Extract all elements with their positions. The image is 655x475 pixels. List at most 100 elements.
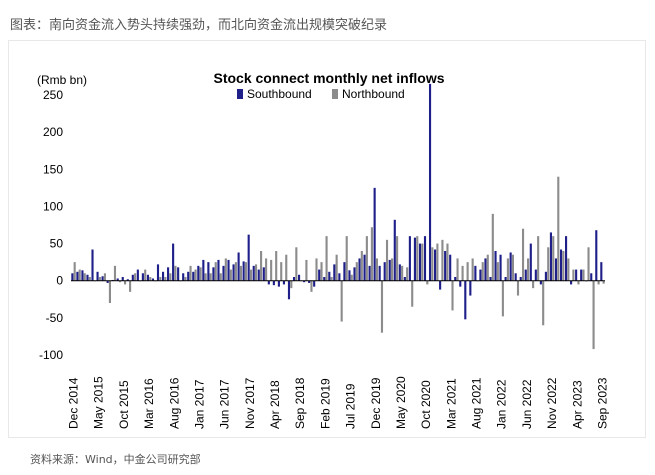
bar-southbound — [484, 258, 487, 281]
bar-northbound — [567, 258, 570, 281]
bar-southbound — [600, 262, 603, 281]
bar-southbound — [393, 219, 396, 281]
bar-southbound — [76, 271, 79, 281]
bar-northbound — [83, 273, 86, 281]
bar-northbound — [511, 254, 515, 281]
bar-southbound — [494, 251, 497, 281]
bar-northbound — [527, 258, 530, 281]
bar-southbound — [167, 267, 170, 281]
x-tick-label: Mar 2021 — [444, 378, 458, 429]
figure-caption: 图表：南向资金流入势头持续强劲，而北向资金流出规模突破纪录 — [10, 18, 388, 33]
bar-southbound — [575, 269, 578, 281]
bar-southbound — [232, 264, 235, 281]
x-tick-label: Mar 2016 — [142, 378, 156, 429]
bar-southbound — [534, 269, 537, 281]
bar-southbound — [207, 262, 210, 281]
bar-southbound — [318, 269, 321, 281]
bar-southbound — [353, 267, 356, 281]
source-note: 资料来源：Wind，中金公司研究部 — [30, 453, 201, 466]
bar-southbound — [237, 252, 240, 281]
bar-southbound — [524, 269, 527, 281]
bar-southbound — [529, 243, 532, 281]
bar-northbound — [199, 267, 202, 281]
bar-southbound — [161, 271, 165, 281]
bar-southbound — [570, 280, 573, 285]
bar-northbound — [330, 277, 333, 281]
bar-northbound — [396, 236, 399, 281]
bar-northbound — [345, 236, 348, 281]
bar-northbound — [194, 269, 197, 281]
x-tick-label: Dec 2019 — [369, 377, 383, 429]
bar-southbound — [363, 254, 366, 281]
bar-northbound — [234, 262, 237, 281]
bar-southbound — [439, 280, 442, 290]
bar-southbound — [192, 271, 195, 281]
bar-southbound — [227, 259, 230, 281]
x-tick-label: Sep 2023 — [595, 377, 609, 429]
bar-southbound — [368, 265, 371, 281]
x-tick-label: Apr 2023 — [570, 380, 584, 429]
bar-southbound — [106, 280, 109, 283]
y-tick-label: 200 — [43, 125, 63, 139]
bar-southbound — [474, 265, 477, 281]
x-tick-label: Aug 2021 — [470, 377, 484, 429]
bar-northbound — [325, 236, 328, 281]
bar-northbound — [305, 259, 308, 281]
bar-southbound — [272, 280, 275, 286]
bar-northbound — [103, 273, 106, 281]
y-axis-label: (Rmb bn) — [37, 73, 87, 87]
bar-southbound — [479, 269, 482, 281]
bar-northbound — [391, 258, 394, 281]
x-tick-label: Jun 2017 — [218, 379, 232, 429]
bar-northbound — [239, 265, 242, 281]
bar-northbound — [421, 243, 424, 281]
bar-northbound — [129, 280, 132, 292]
bar-southbound — [262, 267, 265, 281]
legend-label-southbound: Southbound — [247, 87, 312, 101]
bar-southbound — [131, 274, 134, 281]
bar-northbound — [335, 254, 338, 281]
bar-northbound — [169, 273, 172, 281]
bar-northbound — [73, 262, 76, 281]
bar-northbound — [118, 280, 122, 283]
bar-northbound — [290, 280, 293, 289]
bar-northbound — [124, 280, 127, 285]
bar-northbound — [189, 265, 192, 281]
bar-southbound — [590, 273, 593, 281]
bar-northbound — [164, 277, 167, 281]
y-tick-label: 100 — [43, 199, 63, 213]
bar-southbound — [444, 251, 447, 281]
bar-southbound — [544, 271, 547, 281]
bar-northbound — [174, 265, 177, 281]
x-tick-label: Feb 2019 — [318, 378, 332, 429]
bar-northbound — [521, 228, 525, 281]
x-tick-label: May 2015 — [92, 376, 106, 429]
bar-southbound — [348, 270, 351, 281]
bar-southbound — [247, 234, 250, 281]
bar-northbound — [78, 269, 81, 281]
bar-southbound — [403, 277, 406, 281]
bar-northbound — [496, 262, 499, 281]
bar-southbound — [595, 230, 598, 281]
bar-northbound — [537, 236, 540, 281]
bar-southbound — [549, 232, 553, 281]
bar-southbound — [328, 271, 331, 281]
bar-northbound — [370, 227, 373, 281]
bar-northbound — [486, 254, 489, 281]
bar-southbound — [383, 262, 386, 281]
bar-southbound — [151, 278, 155, 281]
bar-southbound — [343, 262, 346, 281]
bar-northbound — [401, 265, 404, 281]
bar-northbound — [244, 262, 248, 281]
y-tick-label: 0 — [56, 274, 63, 288]
x-tick-label: Dec 2014 — [67, 377, 81, 429]
bar-southbound — [418, 243, 422, 281]
bar-northbound — [456, 258, 459, 281]
bar-southbound — [197, 265, 200, 281]
bar-southbound — [292, 277, 296, 281]
bar-southbound — [464, 280, 467, 320]
bar-northbound — [491, 213, 494, 281]
bar-northbound — [602, 280, 605, 284]
x-tick-label: Jun 2022 — [520, 379, 534, 429]
bar-southbound — [146, 274, 149, 281]
